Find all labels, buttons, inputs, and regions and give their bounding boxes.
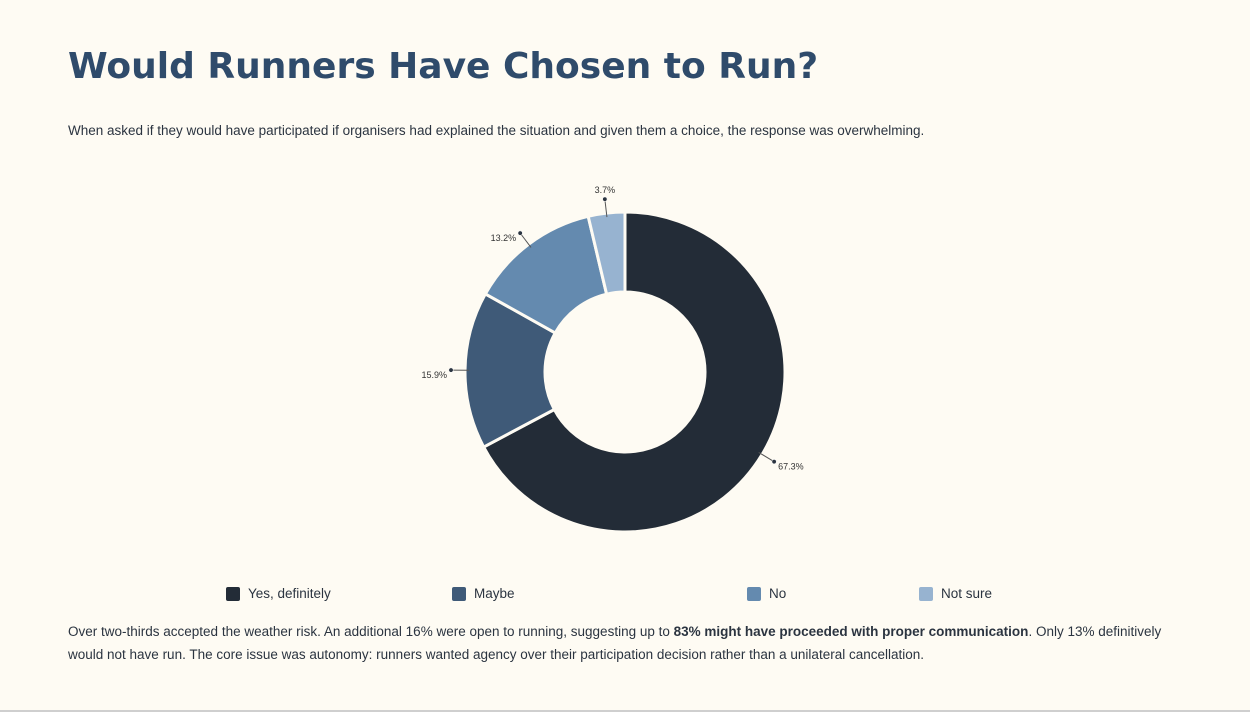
leader-dot-yes	[771, 459, 777, 465]
leader-line-not-sure	[604, 199, 608, 218]
page-title: Would Runners Have Chosen to Run?	[68, 46, 819, 87]
legend-swatch-yes	[226, 586, 240, 601]
data-label-yes: 67.3%	[778, 462, 804, 472]
leader-line-no	[519, 232, 532, 248]
leader-line-yes	[758, 451, 775, 463]
conclusion-part1: Over two-thirds accepted the weather ris…	[68, 624, 674, 639]
slice-not-sure[interactable]	[586, 210, 627, 296]
legend-swatch-not-sure	[919, 586, 933, 601]
leader-dot-no	[517, 230, 523, 236]
slice-maybe[interactable]	[463, 291, 558, 450]
conclusion-highlight: 83% might have proceeded with proper com…	[673, 624, 1029, 639]
legend-item-no[interactable]: No	[747, 586, 786, 601]
legend-swatch-no	[747, 586, 761, 601]
legend-label-maybe: Maybe	[474, 586, 515, 601]
donut-chart: 67.3% 15.9% 13.2% 3.7%	[421, 185, 804, 534]
conclusion-part2: . Only 13% definitively would not have r…	[68, 624, 1162, 662]
leader-dot-not-sure	[602, 196, 608, 202]
legend-item-maybe[interactable]: Maybe	[452, 586, 515, 601]
data-label-no: 13.2%	[491, 233, 517, 243]
data-label-not-sure: 3.7%	[595, 185, 616, 195]
leader-dot-maybe	[448, 367, 454, 373]
legend-item-yes[interactable]: Yes, definitely	[226, 586, 331, 601]
legend-label-no: No	[769, 586, 787, 601]
slice-yes[interactable]	[481, 210, 787, 534]
legend-swatch-maybe	[452, 586, 466, 601]
subtitle: When asked if they would have participat…	[68, 123, 925, 138]
legend-item-not-sure[interactable]: Not sure	[919, 586, 992, 601]
legend: Yes, definitely Maybe No Not sure	[0, 586, 1250, 606]
bottom-divider	[0, 710, 1250, 712]
legend-label-not-sure: Not sure	[941, 586, 993, 601]
legend-label-yes: Yes, definitely	[248, 586, 331, 601]
data-label-maybe: 15.9%	[421, 370, 447, 380]
conclusion-text: Over two-thirds accepted the weather ris…	[68, 620, 1188, 666]
